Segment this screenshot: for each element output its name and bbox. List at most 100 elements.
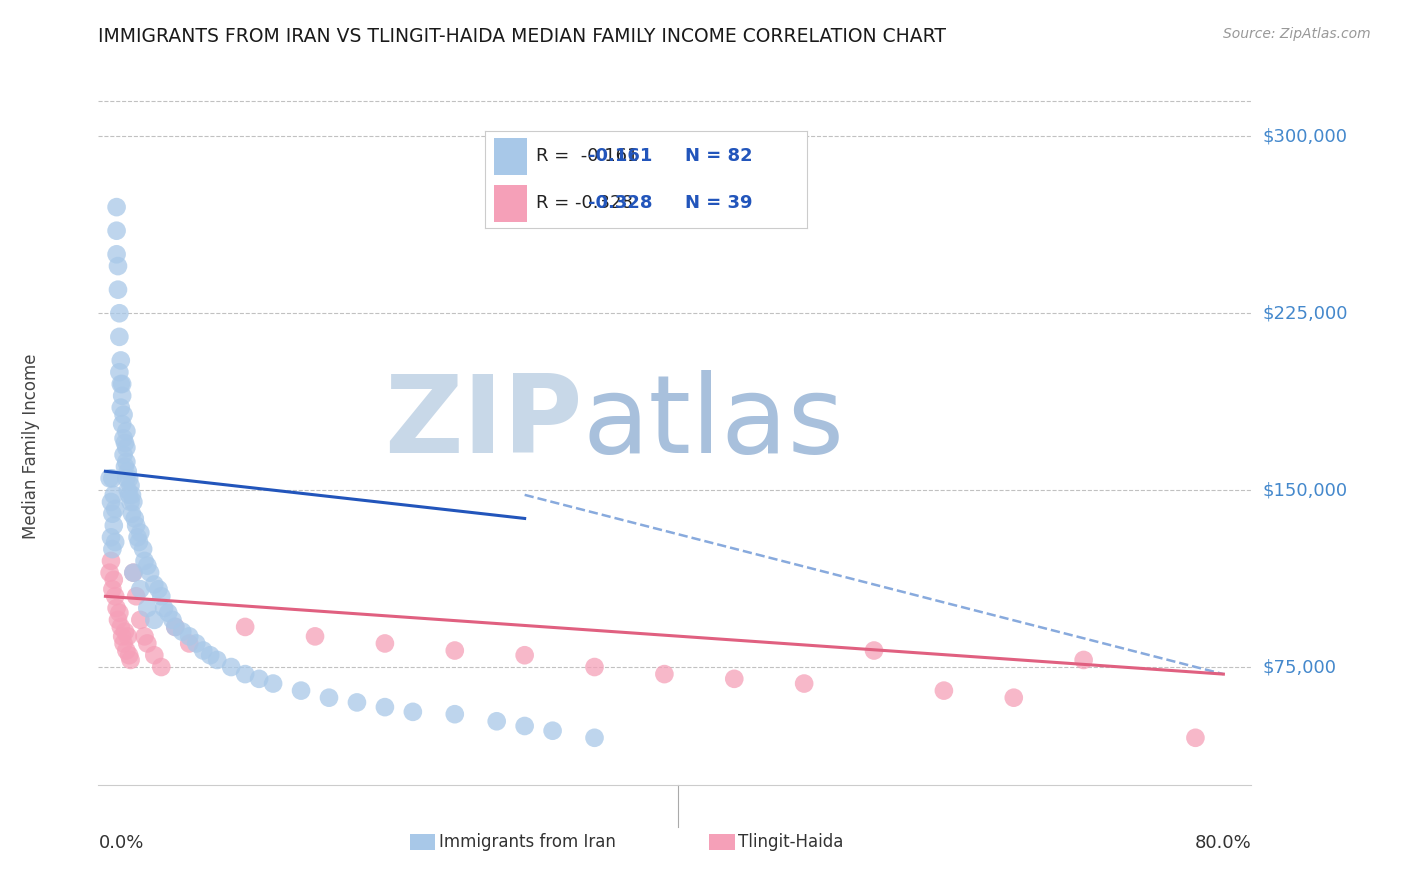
Point (165, 620, 187, 634)
Text: $225,000: $225,000 (1263, 304, 1348, 322)
Text: -0.328: -0.328 (588, 194, 652, 212)
Point (110, 620, 132, 634)
Text: N = 82: N = 82 (685, 147, 752, 165)
Point (115, 455, 138, 469)
Point (108, 606, 131, 620)
Point (122, 495, 145, 509)
Point (863, 643, 886, 657)
Point (118, 648, 141, 663)
Point (117, 464, 139, 478)
Point (104, 589, 127, 603)
Point (118, 471, 141, 485)
Point (443, 643, 465, 657)
Point (101, 582, 124, 597)
Text: R = -0.328: R = -0.328 (536, 194, 633, 212)
Point (402, 705, 425, 719)
Point (111, 389, 134, 403)
Point (105, 200, 128, 214)
Point (108, 306, 131, 320)
Point (115, 471, 138, 485)
Point (162, 613, 184, 627)
Text: Source: ZipAtlas.com: Source: ZipAtlas.com (1223, 27, 1371, 41)
Point (114, 459, 136, 474)
Point (120, 478, 142, 492)
Point (108, 365, 131, 379)
Point (654, 667, 676, 681)
Point (103, 518, 125, 533)
Point (124, 511, 146, 525)
Point (374, 700, 396, 714)
Point (100, 495, 122, 509)
Point (193, 643, 215, 657)
Point (200, 648, 222, 663)
Point (443, 707, 465, 722)
Text: $150,000: $150,000 (1263, 481, 1347, 500)
Point (101, 471, 124, 485)
Point (101, 542, 124, 557)
Point (104, 535, 127, 549)
Point (128, 535, 150, 549)
Point (104, 502, 127, 516)
Point (122, 566, 145, 580)
Point (120, 495, 142, 509)
Point (121, 488, 143, 502)
Point (150, 589, 173, 603)
Point (157, 606, 180, 620)
FancyBboxPatch shape (495, 137, 527, 175)
Point (117, 483, 139, 497)
Point (112, 408, 135, 422)
Point (134, 629, 156, 643)
Point (136, 558, 159, 573)
Point (186, 636, 208, 650)
Point (793, 676, 815, 690)
Point (121, 507, 143, 521)
Text: $300,000: $300,000 (1263, 128, 1347, 145)
Point (304, 629, 326, 643)
Point (205, 653, 228, 667)
Point (105, 601, 128, 615)
Point (219, 660, 242, 674)
Point (110, 377, 132, 392)
Text: N = 39: N = 39 (685, 194, 752, 212)
Point (108, 330, 131, 344)
Point (112, 448, 135, 462)
Point (932, 683, 955, 698)
FancyBboxPatch shape (409, 834, 434, 850)
Point (112, 431, 135, 445)
Point (110, 401, 132, 415)
Point (107, 259, 129, 273)
Point (98, 471, 121, 485)
Point (139, 566, 162, 580)
Point (541, 723, 564, 738)
Point (105, 224, 128, 238)
Point (107, 283, 129, 297)
Text: $75,000: $75,000 (1263, 658, 1337, 676)
Point (134, 554, 156, 568)
Point (114, 436, 136, 450)
Point (117, 629, 139, 643)
Point (318, 690, 340, 705)
Text: ZIP: ZIP (384, 370, 582, 476)
Point (129, 525, 152, 540)
Point (136, 636, 159, 650)
Point (153, 601, 176, 615)
Point (148, 582, 170, 597)
Point (374, 636, 396, 650)
Text: -0.161: -0.161 (588, 147, 652, 165)
Point (122, 566, 145, 580)
Point (262, 676, 284, 690)
Point (132, 542, 155, 557)
Point (1184, 731, 1206, 745)
Point (172, 624, 194, 639)
Point (105, 247, 128, 261)
Point (115, 441, 138, 455)
Point (233, 667, 256, 681)
Point (346, 695, 368, 709)
Point (143, 648, 166, 663)
Point (129, 582, 152, 597)
Text: 80.0%: 80.0% (1195, 834, 1251, 852)
Point (723, 672, 745, 686)
Point (125, 518, 148, 533)
Point (127, 530, 149, 544)
Point (583, 731, 606, 745)
